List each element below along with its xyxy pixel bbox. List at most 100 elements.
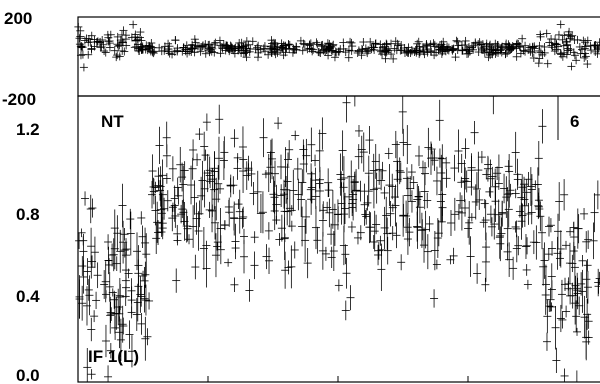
data-point (122, 277, 131, 299)
data-point (125, 320, 134, 349)
data-point (556, 230, 565, 268)
data-point (544, 216, 553, 237)
data-point (324, 183, 333, 197)
data-point (505, 154, 514, 189)
data-point (141, 261, 150, 288)
data-point (491, 39, 500, 48)
data-point (325, 39, 334, 48)
data-point (222, 41, 231, 50)
data-point (535, 54, 544, 63)
data-point (195, 128, 204, 141)
data-point (496, 46, 505, 55)
data-point (153, 201, 162, 243)
data-point (293, 157, 302, 181)
data-point (214, 136, 223, 180)
data-point (452, 36, 461, 45)
data-point (348, 42, 357, 51)
data-point (132, 298, 141, 331)
data-point (359, 38, 368, 47)
data-point (219, 141, 228, 180)
data-point (129, 20, 138, 29)
data-point (230, 277, 239, 293)
data-point (230, 129, 239, 148)
data-point (403, 176, 412, 215)
data-point (514, 236, 523, 256)
data-point (480, 44, 489, 53)
phase-ytick-bottom: -200 (2, 90, 36, 109)
data-point (80, 36, 89, 45)
data-point (415, 46, 424, 55)
data-point (442, 168, 451, 188)
data-point (213, 242, 222, 251)
data-point (221, 46, 230, 55)
data-point (205, 167, 214, 184)
data-point (449, 44, 458, 53)
data-point (389, 54, 398, 63)
data-point (108, 243, 117, 267)
data-point (536, 30, 545, 39)
data-point (388, 173, 397, 200)
data-point (457, 195, 466, 231)
data-point (384, 46, 393, 55)
data-point (164, 45, 173, 54)
data-point (474, 40, 483, 49)
data-point (369, 235, 378, 249)
data-point (573, 327, 582, 336)
data-point (199, 227, 208, 270)
data-point (142, 233, 151, 276)
data-point (565, 242, 574, 284)
data-point (182, 209, 191, 243)
data-point (482, 232, 491, 262)
data-point (143, 328, 152, 346)
data-point (284, 260, 293, 275)
data-point (512, 52, 521, 61)
data-point (194, 211, 203, 251)
data-point (419, 47, 428, 56)
x-axis-ticks (77, 376, 469, 382)
data-point (451, 53, 460, 62)
data-point (513, 173, 522, 186)
data-point (266, 42, 275, 51)
data-point (147, 39, 156, 48)
data-point (583, 270, 592, 304)
data-point (516, 49, 525, 58)
data-point (369, 153, 378, 187)
data-point (120, 47, 129, 56)
data-point (491, 180, 500, 222)
data-point (320, 45, 329, 54)
data-point (261, 170, 270, 179)
data-point (90, 310, 99, 323)
data-point (472, 172, 481, 206)
data-point (457, 176, 466, 188)
data-point (474, 48, 483, 57)
data-point (87, 369, 96, 380)
data-point (283, 163, 292, 200)
data-point (253, 170, 262, 213)
data-point (593, 180, 600, 210)
data-point (552, 347, 561, 374)
data-point (414, 37, 423, 46)
data-point (113, 40, 122, 49)
data-point (578, 255, 587, 267)
data-point (528, 43, 537, 52)
data-point (259, 118, 268, 158)
data-point (418, 160, 427, 175)
data-point (381, 54, 390, 63)
data-point (436, 180, 445, 223)
data-point (509, 256, 518, 280)
data-point (282, 175, 291, 204)
data-point (360, 183, 369, 226)
data-point (361, 44, 370, 53)
data-point (256, 45, 265, 54)
data-point (212, 177, 221, 221)
data-point (347, 160, 356, 193)
data-point (461, 199, 470, 217)
data-point (300, 40, 309, 49)
data-point (412, 44, 421, 53)
data-point (496, 229, 505, 242)
data-point (307, 127, 316, 162)
data-point (543, 299, 552, 334)
phase-ytick-top: 200 (4, 9, 32, 28)
data-point (114, 288, 123, 326)
data-point (497, 45, 506, 54)
